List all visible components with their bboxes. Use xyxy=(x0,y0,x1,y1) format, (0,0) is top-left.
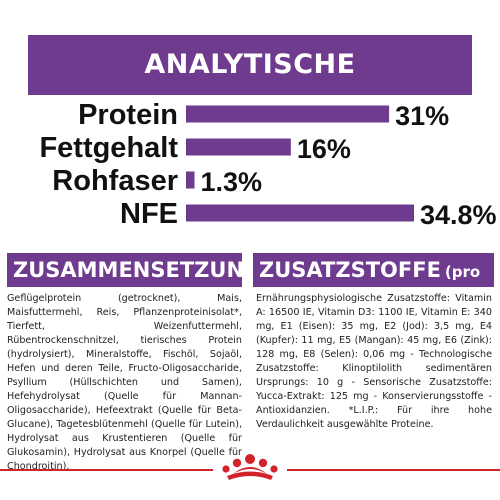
value-label: 31% xyxy=(395,101,449,131)
bar xyxy=(186,204,414,222)
composition-heading-text: ZUSAMMENSETZUNG xyxy=(13,258,262,282)
additives-heading: ZUSATZSTOFFE (pro kg) xyxy=(253,253,494,317)
nutrient-bar-chart: Protein 31% Fettgehalt 16% Rohfaser 1.3% NFE 34… xyxy=(39,99,497,230)
value-label: 16% xyxy=(297,134,351,164)
bar xyxy=(186,105,390,123)
bar xyxy=(186,138,291,156)
page-title: ANALYTISCHE BESTANDTEILE xyxy=(28,35,472,140)
additives-text: Ernährungsphysiologische Zusatzstoffe: V… xyxy=(256,293,492,430)
composition-heading: ZUSAMMENSETZUNG xyxy=(7,253,261,287)
additives-heading-text: ZUSATZSTOFFE xyxy=(259,258,441,282)
category-label: Rohfaser xyxy=(52,165,178,197)
composition-text: Geflügelprotein (getrocknet), Mais, Mais… xyxy=(7,293,242,472)
value-label: 34.8% xyxy=(420,200,497,230)
additives-unit: (pro kg) xyxy=(259,263,481,317)
footer-line-right xyxy=(287,469,500,471)
royal-canin-crown-icon xyxy=(222,454,278,480)
category-label: NFE xyxy=(120,198,178,230)
bar xyxy=(186,171,195,189)
category-label: Fettgehalt xyxy=(39,132,178,164)
footer-line-left xyxy=(0,469,213,471)
top-band xyxy=(0,0,500,35)
category-label: Protein xyxy=(78,99,178,131)
value-label: 1.3% xyxy=(201,167,263,197)
